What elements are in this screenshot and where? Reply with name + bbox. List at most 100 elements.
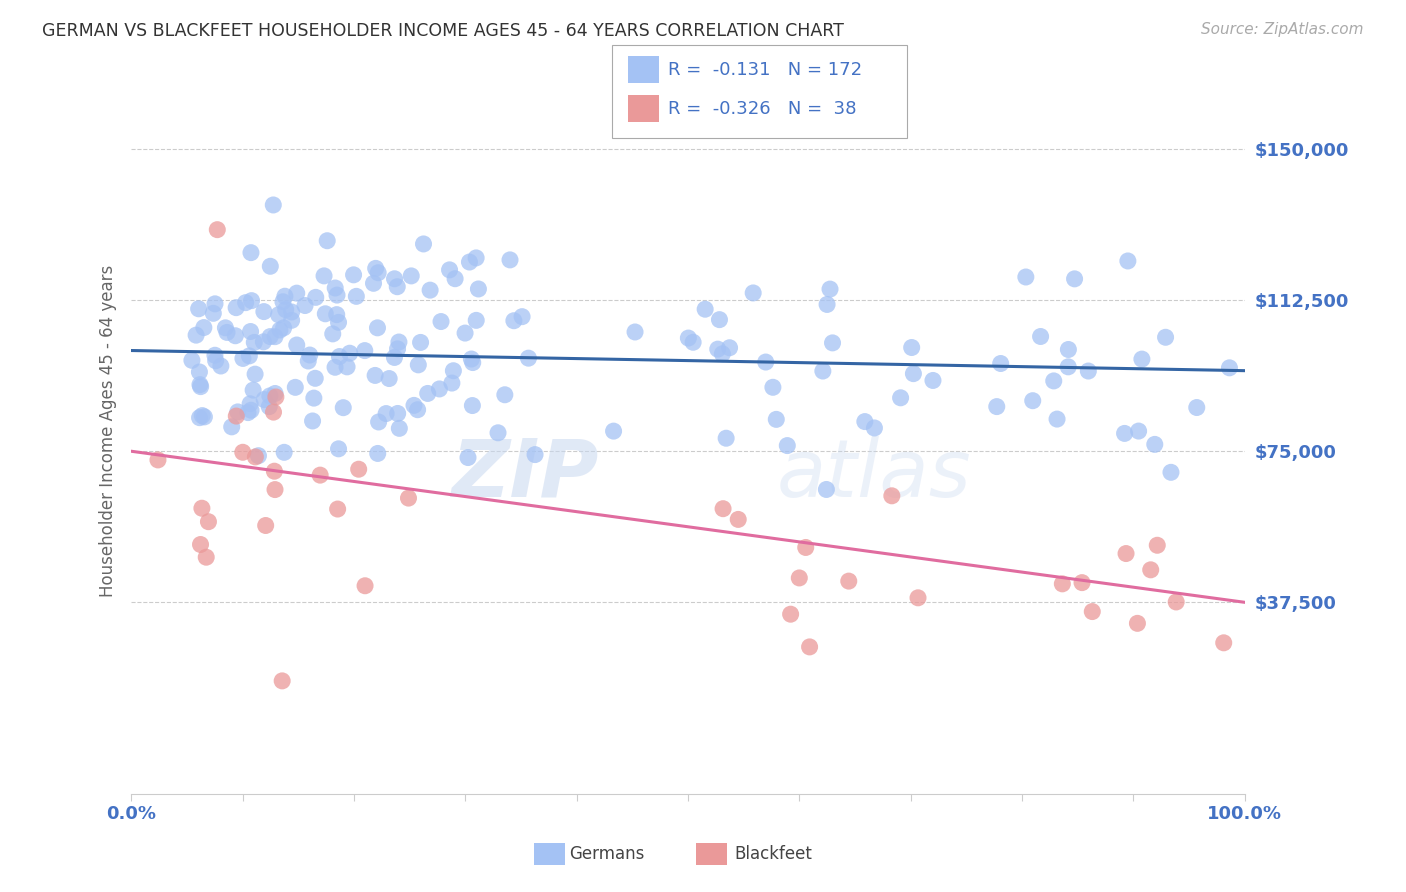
Point (280, 313, 302, 327)
Point (323, 281, 346, 295)
Point (714, 431, 737, 445)
Point (1166, 595, 1188, 609)
Point (238, 349, 260, 363)
Point (1052, 577, 1074, 591)
Point (416, 386, 439, 401)
Point (305, 290, 328, 304)
Point (267, 308, 290, 322)
Point (429, 382, 451, 396)
Point (253, 304, 276, 318)
Point (1071, 575, 1094, 590)
Point (439, 263, 461, 277)
Point (1077, 364, 1099, 378)
Point (399, 268, 422, 283)
Point (709, 312, 731, 326)
Point (1116, 254, 1139, 268)
Point (460, 351, 482, 366)
Point (332, 401, 354, 415)
Point (180, 353, 202, 368)
Point (707, 342, 730, 356)
Point (322, 326, 344, 341)
Point (467, 282, 489, 296)
Point (494, 388, 516, 402)
Point (986, 400, 1008, 414)
Point (1029, 329, 1052, 343)
Point (458, 255, 481, 269)
Point (342, 268, 364, 282)
Point (245, 450, 267, 464)
Point (1126, 616, 1149, 631)
Point (367, 415, 389, 429)
Point (602, 424, 624, 438)
Point (711, 347, 734, 361)
Point (239, 245, 262, 260)
Point (517, 351, 540, 366)
Point (776, 439, 799, 453)
Point (465, 313, 488, 327)
Point (225, 409, 247, 423)
Point (242, 383, 264, 397)
Point (811, 364, 834, 378)
Point (406, 402, 429, 417)
Point (316, 234, 339, 248)
Point (239, 325, 262, 339)
Point (1154, 330, 1177, 344)
Point (880, 489, 903, 503)
Point (1114, 426, 1136, 441)
Point (1185, 401, 1208, 415)
Point (353, 343, 375, 358)
Text: Blackfeet: Blackfeet (734, 845, 811, 863)
Point (375, 407, 398, 421)
Point (354, 579, 377, 593)
Point (922, 374, 945, 388)
Point (727, 512, 749, 526)
Y-axis label: Householder Income Ages 45 - 64 years: Householder Income Ages 45 - 64 years (100, 265, 117, 598)
Point (297, 354, 319, 368)
Point (264, 390, 287, 404)
Point (184, 328, 207, 343)
Point (280, 305, 302, 319)
Point (1081, 605, 1104, 619)
Point (1115, 547, 1137, 561)
Point (243, 367, 266, 381)
Point (838, 574, 860, 588)
Point (226, 405, 249, 419)
Point (274, 302, 297, 317)
Point (402, 398, 425, 412)
Point (271, 294, 294, 309)
Text: atlas: atlas (778, 435, 972, 514)
Point (197, 515, 219, 529)
Point (188, 410, 211, 425)
Point (221, 420, 243, 434)
Point (900, 341, 922, 355)
Point (240, 403, 263, 417)
Point (235, 295, 257, 310)
Point (328, 442, 350, 456)
Point (1160, 466, 1182, 480)
Point (440, 376, 463, 390)
Point (486, 425, 509, 440)
Point (254, 518, 277, 533)
Point (624, 325, 647, 339)
Point (207, 222, 229, 236)
Point (387, 342, 409, 356)
Point (323, 360, 346, 375)
Point (298, 348, 321, 362)
Point (1218, 360, 1240, 375)
Point (387, 279, 409, 293)
Point (387, 407, 409, 421)
Point (273, 321, 295, 335)
Point (188, 377, 211, 392)
Point (1057, 343, 1080, 357)
Point (419, 283, 441, 297)
Point (264, 386, 287, 401)
Point (384, 272, 406, 286)
Point (384, 351, 406, 365)
Point (1057, 359, 1080, 374)
Point (190, 379, 212, 393)
Point (188, 365, 211, 379)
Text: ZIP: ZIP (451, 435, 599, 514)
Point (755, 355, 778, 369)
Point (853, 415, 876, 429)
Point (388, 421, 411, 435)
